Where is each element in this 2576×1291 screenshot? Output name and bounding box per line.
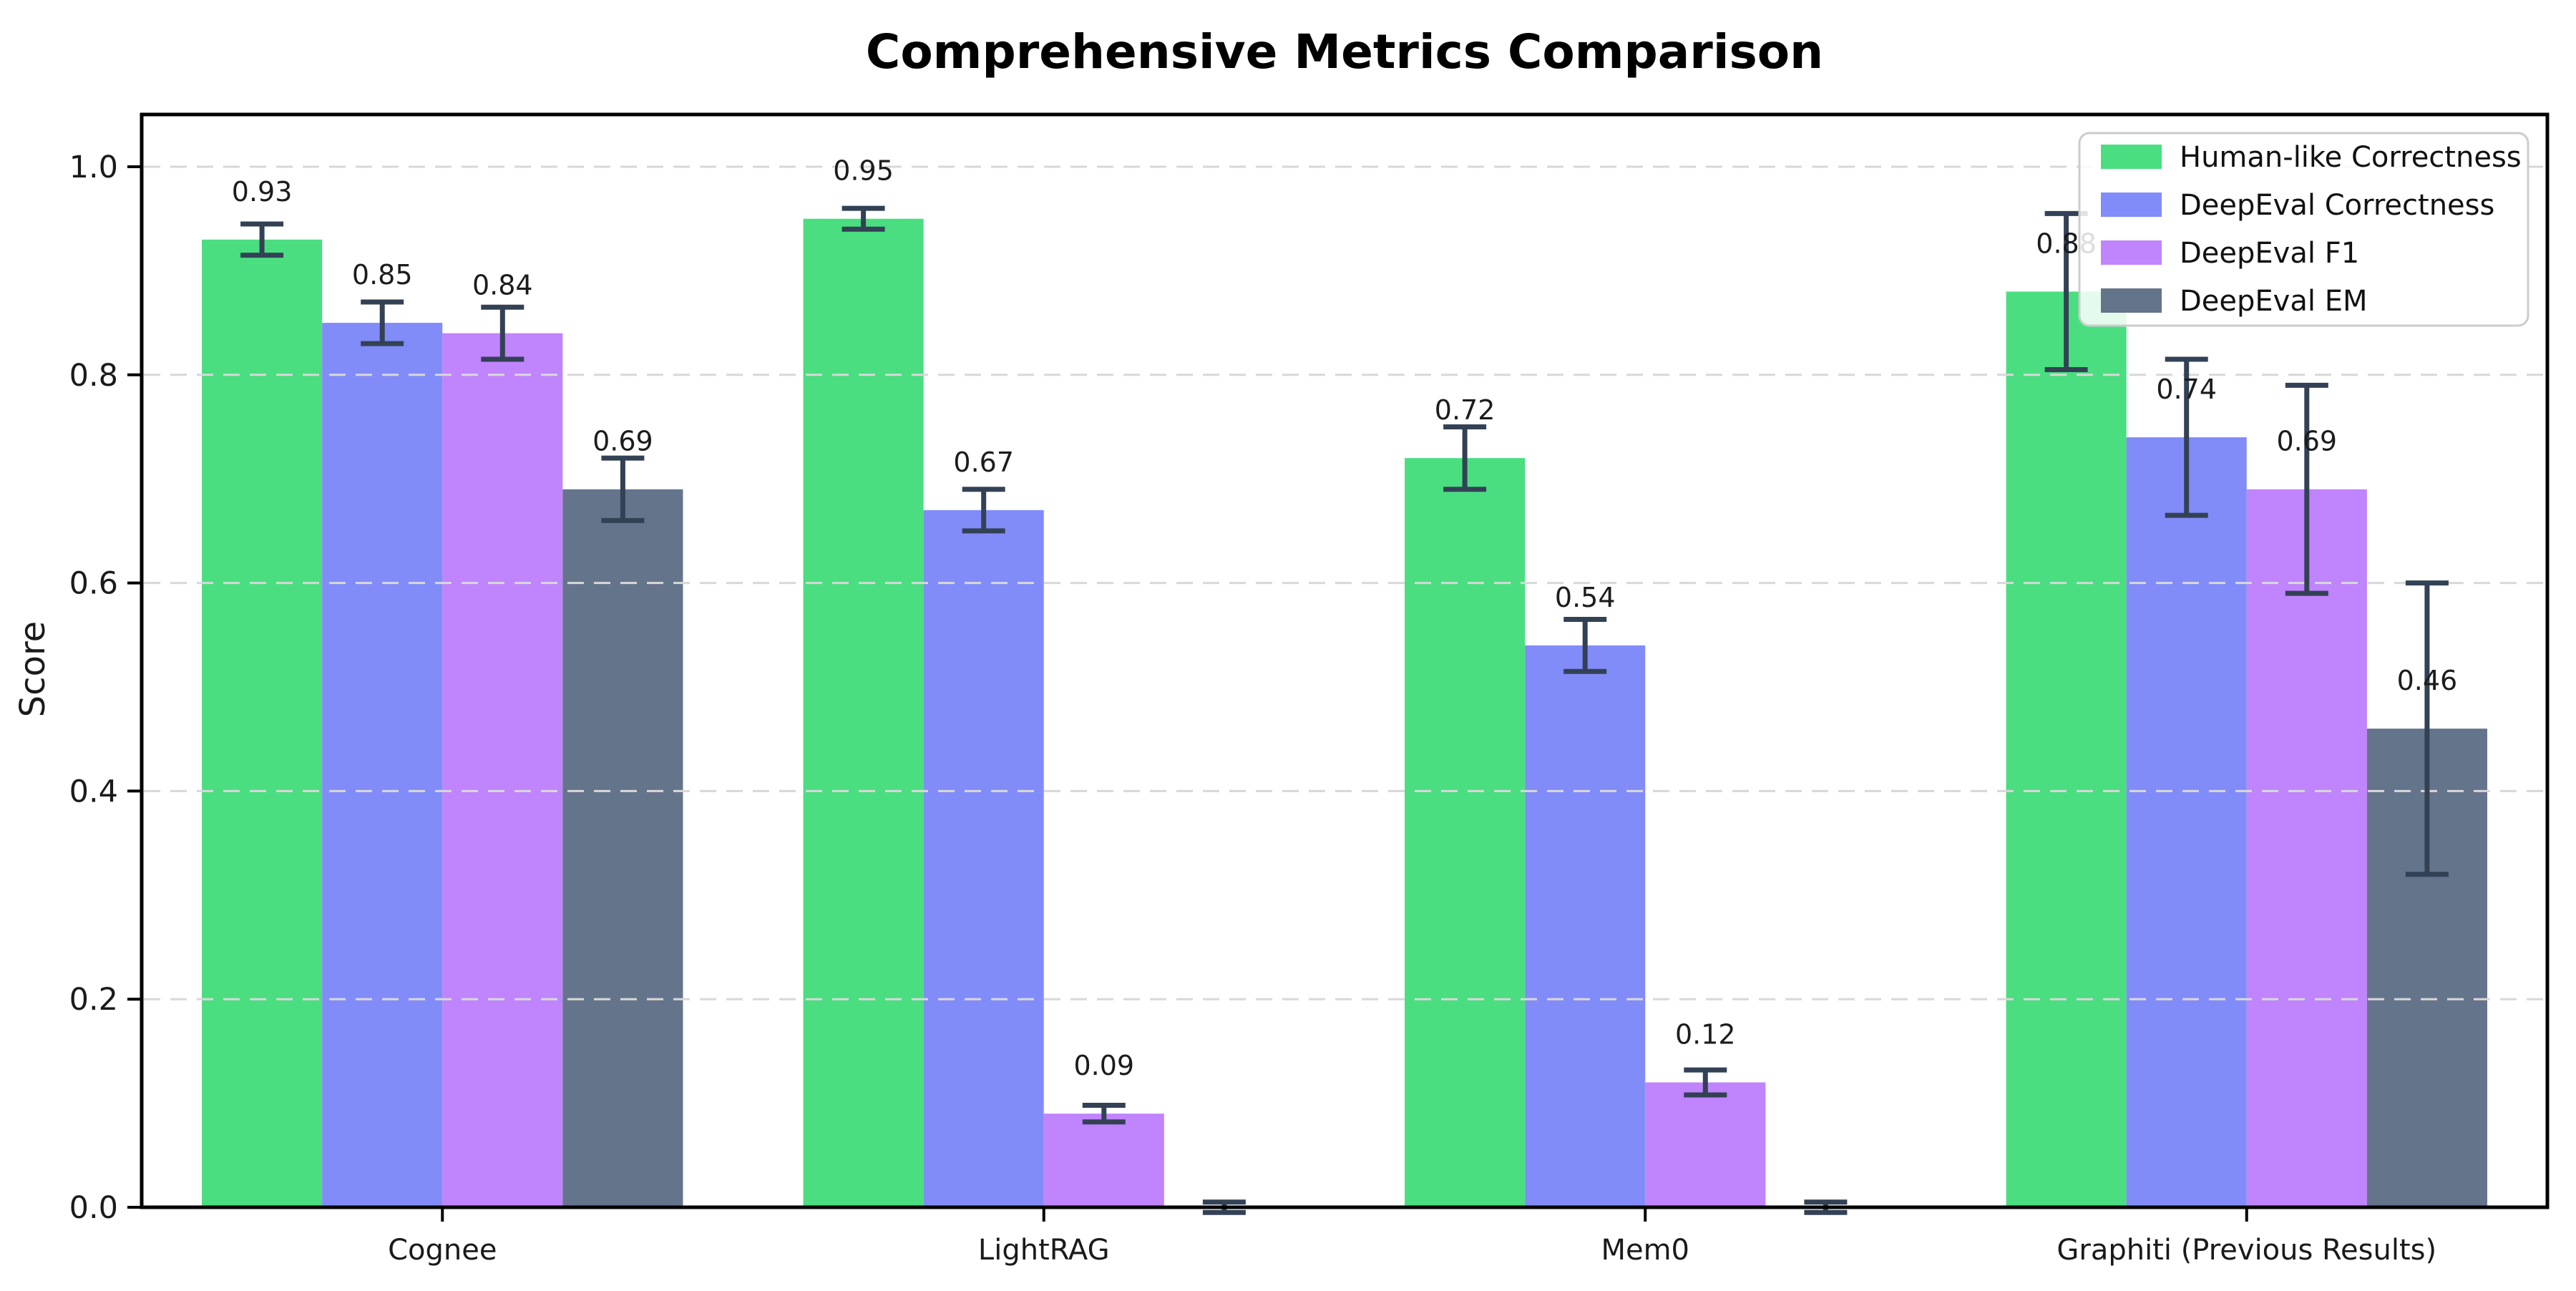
bar [1405, 458, 1526, 1207]
bar-value-label: 0.85 [352, 259, 413, 291]
bar [562, 489, 683, 1207]
bar-value-label: 0.69 [2276, 426, 2337, 457]
y-tick-label: 0.8 [69, 358, 118, 394]
legend-label: DeepEval Correctness [2180, 189, 2494, 222]
legend-label: Human-like Correctness [2180, 141, 2522, 174]
legend: Human-like Correctness DeepEval Correctne… [2078, 132, 2529, 327]
chart-render-root: 0.930.950.720.880.850.670.540.740.840.09… [69, 112, 2550, 1267]
bar [322, 323, 443, 1208]
y-axis-label: Score [13, 621, 53, 717]
legend-swatch [2101, 288, 2162, 313]
bar [2246, 489, 2367, 1207]
legend-label: DeepEval F1 [2180, 237, 2359, 270]
y-tick-label: 0.4 [69, 774, 118, 809]
bar [1043, 1114, 1164, 1207]
bar [2126, 437, 2247, 1207]
errorbars-layer [240, 205, 2449, 1215]
y-tick-label: 1.0 [69, 150, 118, 185]
bar-value-label: 0.84 [472, 270, 533, 301]
bar-value-label: 0.12 [1675, 1019, 1736, 1051]
bar-value-label: 0.67 [953, 447, 1014, 478]
bar-value-label: 0.46 [2397, 665, 2458, 696]
bar [803, 218, 924, 1208]
bar-value-label: 0.95 [833, 155, 894, 187]
x-tick-label: Cognee [388, 1234, 497, 1267]
bar-value-label: 0.93 [232, 176, 293, 208]
bar-value-label: 0.74 [2156, 374, 2217, 405]
y-axis: 0.0 0.2 0.4 0.6 0.8 1.0 [69, 150, 142, 1226]
legend-swatch [2101, 145, 2162, 169]
bar [2006, 291, 2127, 1208]
grid-layer [144, 165, 2545, 1000]
legend-swatch [2101, 193, 2162, 217]
bar [1525, 645, 1646, 1207]
y-tick-label: 0.0 [69, 1190, 118, 1226]
bar [1645, 1082, 1766, 1207]
bar-value-label: 0.09 [1073, 1050, 1134, 1081]
bar-value-label: 0.69 [592, 426, 653, 457]
legend-box [2078, 132, 2529, 327]
bar [442, 333, 563, 1207]
x-tick-label: LightRAG [978, 1234, 1110, 1267]
x-tick-label: Graphiti (Previous Results) [2057, 1234, 2436, 1267]
bar [202, 239, 323, 1207]
bar-value-label: 0.72 [1435, 394, 1496, 426]
value-labels-layer: 0.930.950.720.880.850.670.540.740.840.09… [232, 155, 2457, 1081]
legend-label: DeepEval EM [2180, 285, 2367, 318]
bar [923, 510, 1044, 1207]
y-tick-label: 0.6 [69, 566, 118, 602]
chart-title: Comprehensive Metrics Comparison [866, 24, 1823, 79]
bar-value-label: 0.54 [1555, 582, 1616, 613]
x-tick-label: Mem0 [1601, 1234, 1689, 1267]
y-tick-label: 0.2 [69, 982, 118, 1018]
axes-box [140, 112, 2550, 1209]
legend-swatch [2101, 240, 2162, 265]
x-axis: Cognee LightRAG Mem0 Graphiti (Previous Res… [388, 1207, 2436, 1267]
